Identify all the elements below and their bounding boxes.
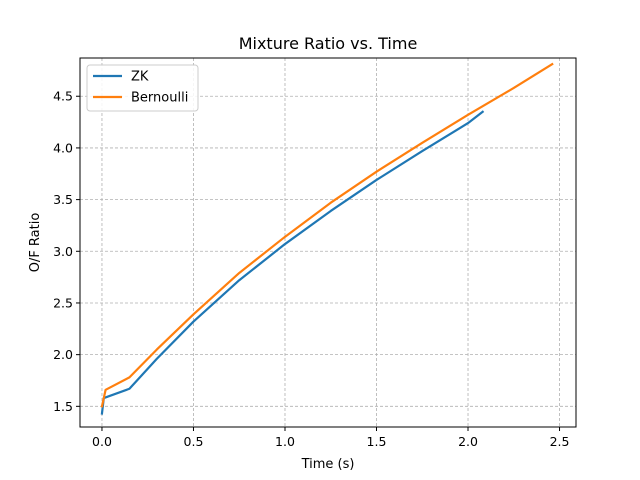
- x-tick-label: 2.5: [550, 434, 570, 449]
- series-line-bernoulli: [100, 62, 554, 408]
- y-tick-label: 4.0: [53, 140, 73, 155]
- x-tick-label: 1.5: [367, 434, 387, 449]
- y-tick-label: 2.5: [53, 295, 73, 310]
- plot-frame: [79, 57, 577, 428]
- y-tick-label: 3.0: [53, 244, 73, 259]
- legend-label: ZK: [131, 70, 149, 85]
- x-tick-label: 1.0: [275, 434, 295, 449]
- y-tick-label: 4.5: [53, 89, 73, 104]
- x-tick-label: 0.0: [92, 434, 112, 449]
- y-axis: 1.5 2.0 2.5 3.0 3.5 4.0 4.5: [53, 89, 80, 414]
- y-tick-label: 2.0: [53, 347, 73, 362]
- legend: ZK Bernoulli: [86, 64, 199, 112]
- y-tick-label: 1.5: [53, 399, 73, 414]
- chart-title: Mixture Ratio vs. Time: [239, 34, 418, 53]
- legend-label: Bernoulli: [131, 91, 188, 106]
- series-layer: [100, 62, 554, 415]
- y-axis-label: O/F Ratio: [28, 213, 43, 273]
- x-tick-label: 0.5: [184, 434, 204, 449]
- series-line-zk: [100, 110, 485, 415]
- x-tick-label: 2.0: [458, 434, 478, 449]
- x-axis: 0.0 0.5 1.0 1.5 2.0 2.5: [92, 427, 569, 449]
- y-tick-label: 3.5: [53, 192, 73, 207]
- x-axis-label: Time (s): [301, 457, 355, 472]
